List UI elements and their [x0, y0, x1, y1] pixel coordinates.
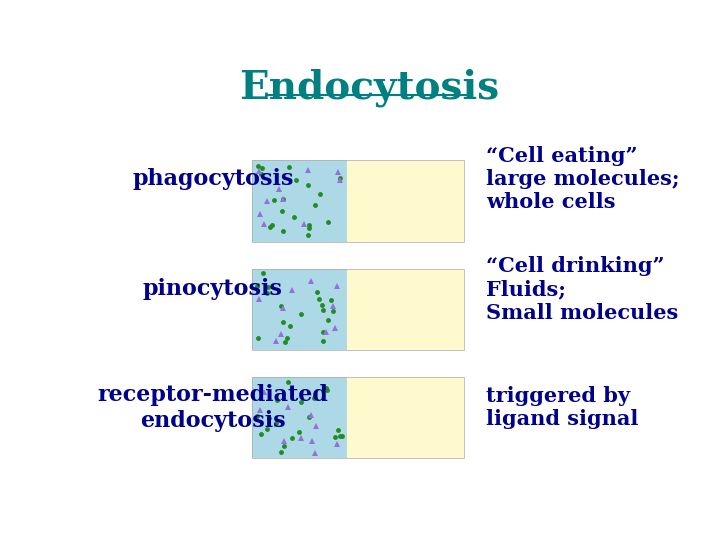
FancyBboxPatch shape	[347, 377, 464, 458]
Text: Endocytosis: Endocytosis	[239, 69, 499, 107]
Text: “Cell eating”
large molecules;
whole cells: “Cell eating” large molecules; whole cel…	[486, 146, 680, 212]
FancyBboxPatch shape	[252, 377, 347, 458]
Text: “Cell drinking”
Fluids;
Small molecules: “Cell drinking” Fluids; Small molecules	[486, 256, 678, 322]
Text: phagocytosis: phagocytosis	[132, 168, 294, 190]
FancyBboxPatch shape	[252, 160, 347, 241]
Text: receptor-mediated
endocytosis: receptor-mediated endocytosis	[97, 384, 328, 431]
Text: pinocytosis: pinocytosis	[143, 278, 283, 300]
Text: triggered by
ligand signal: triggered by ligand signal	[486, 386, 639, 429]
FancyBboxPatch shape	[252, 268, 347, 349]
FancyBboxPatch shape	[347, 268, 464, 349]
FancyBboxPatch shape	[347, 160, 464, 241]
